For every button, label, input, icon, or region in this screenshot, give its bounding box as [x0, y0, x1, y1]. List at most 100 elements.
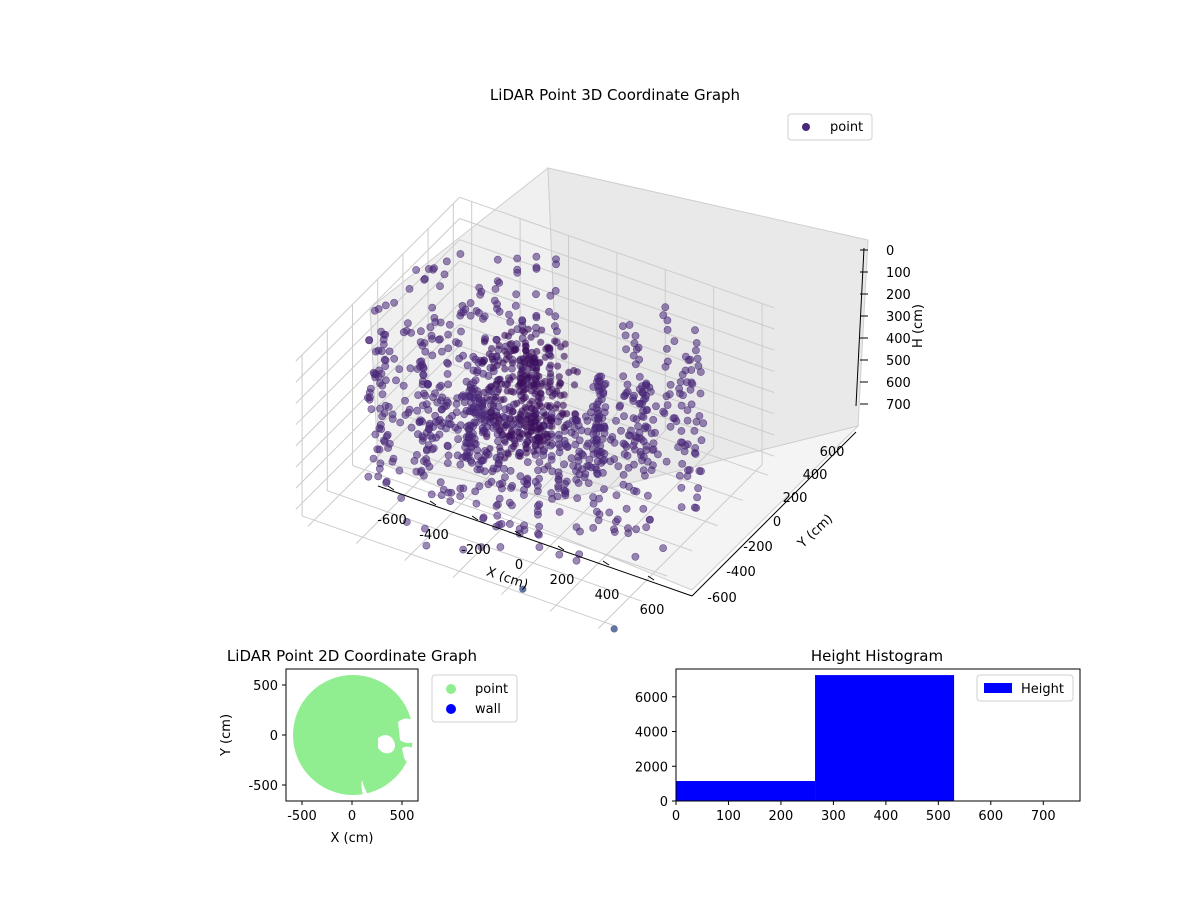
scatter-point — [605, 508, 614, 517]
scatter-point — [577, 426, 586, 435]
x-tick-mark — [557, 545, 565, 551]
scatter-point — [500, 464, 508, 473]
scatter-point — [535, 543, 544, 551]
scatter-point — [661, 362, 670, 371]
scatter-point — [691, 326, 699, 335]
scatter-point — [405, 284, 414, 293]
x-tick-label-2d: 500 — [390, 809, 415, 824]
scatter-point — [533, 371, 541, 380]
scatter-point — [543, 439, 551, 447]
z-ticks-3d: 0 100 200 300 400 500 600 700 — [860, 244, 911, 413]
scatter-point — [373, 445, 382, 454]
scatter-point — [622, 504, 631, 513]
hist-x-tick-label: 700 — [1031, 809, 1056, 824]
scatter-point — [589, 499, 598, 508]
scatter-point — [445, 320, 454, 329]
scatter-point — [513, 265, 522, 274]
scatter-point — [509, 407, 517, 416]
scatter-point — [464, 452, 473, 461]
scatter-point — [444, 330, 452, 339]
scatter-point — [647, 466, 656, 474]
scatter-point — [382, 477, 391, 486]
scatter-point — [570, 381, 579, 389]
scatter-point — [596, 391, 605, 399]
scatter-point — [534, 502, 542, 510]
scatter-point — [419, 434, 428, 442]
scatter-point — [501, 365, 509, 373]
scatter-point — [402, 518, 411, 526]
scatter-point — [420, 339, 429, 347]
scatter-point — [475, 412, 484, 420]
scatter-point — [663, 344, 671, 353]
scatter-point — [661, 303, 670, 312]
scatter-point — [677, 503, 686, 511]
ticks-2d: -500 0 500 500 0 -500 — [248, 679, 414, 824]
scatter-point — [383, 430, 392, 439]
scatter-point — [637, 412, 646, 420]
scatter-point — [551, 337, 559, 345]
hist-y-tick-label: 4000 — [635, 726, 668, 741]
scatter-point — [413, 365, 422, 373]
scatter-point — [687, 400, 696, 409]
scatter-point — [366, 384, 375, 393]
scatter-point — [553, 401, 561, 409]
scatter-point — [395, 466, 404, 475]
scatter-point — [459, 545, 468, 554]
scatter-point — [625, 482, 633, 491]
scatter-point — [479, 314, 487, 323]
scatter-point — [508, 427, 516, 435]
scatter-point — [511, 301, 520, 310]
scatter-point — [642, 441, 651, 450]
z-tick-label: 400 — [886, 332, 911, 347]
scatter-point — [571, 410, 579, 418]
legend-2d: point wall — [431, 674, 518, 723]
scatter-point — [537, 338, 545, 346]
scatter-point — [567, 454, 576, 463]
scatter-point — [381, 301, 390, 310]
scatter-point — [511, 440, 519, 448]
scatter-point — [495, 342, 503, 350]
scatter-point — [539, 451, 548, 460]
scatter-point — [530, 447, 538, 456]
scatter-point — [672, 417, 681, 426]
scatter-point — [512, 346, 520, 354]
scatter-point — [459, 351, 467, 360]
scatter-point — [501, 347, 509, 355]
scatter-point — [395, 365, 404, 373]
point-disc — [293, 675, 413, 795]
scatter-point — [540, 412, 548, 420]
scatter-point — [463, 361, 472, 370]
scatter-point — [612, 491, 621, 500]
scatter-point — [522, 449, 531, 457]
scatter-point — [480, 338, 489, 346]
scatter-point — [499, 359, 507, 367]
scatter-point — [619, 470, 628, 479]
scatter-point — [369, 454, 378, 463]
scatter-point — [457, 327, 465, 336]
scatter-point — [532, 264, 541, 273]
scatter-point — [484, 480, 493, 489]
scatter-point — [444, 451, 453, 460]
scatter-point — [500, 395, 508, 404]
x-tick-mark — [647, 575, 655, 581]
scatter-point — [384, 402, 393, 411]
scatter-point — [530, 354, 538, 362]
scatter-point — [477, 543, 486, 551]
scatter-point — [619, 322, 627, 330]
scatter-point — [625, 321, 634, 329]
scatter-point — [399, 328, 408, 337]
legend-swatch-height — [984, 683, 1012, 693]
scatter-point — [527, 387, 536, 395]
scatter-point — [434, 417, 443, 425]
scatter-point — [403, 319, 412, 328]
hist-x-tick-label: 0 — [672, 809, 680, 824]
legend-label-point-2d: point — [475, 682, 508, 697]
scatter-point — [614, 462, 623, 471]
scatter-point — [516, 387, 524, 395]
scatter-point — [560, 352, 568, 360]
scatter-point — [506, 340, 514, 348]
scatter-point — [505, 520, 514, 528]
scatter-point — [519, 585, 527, 593]
grid-line — [459, 281, 775, 394]
